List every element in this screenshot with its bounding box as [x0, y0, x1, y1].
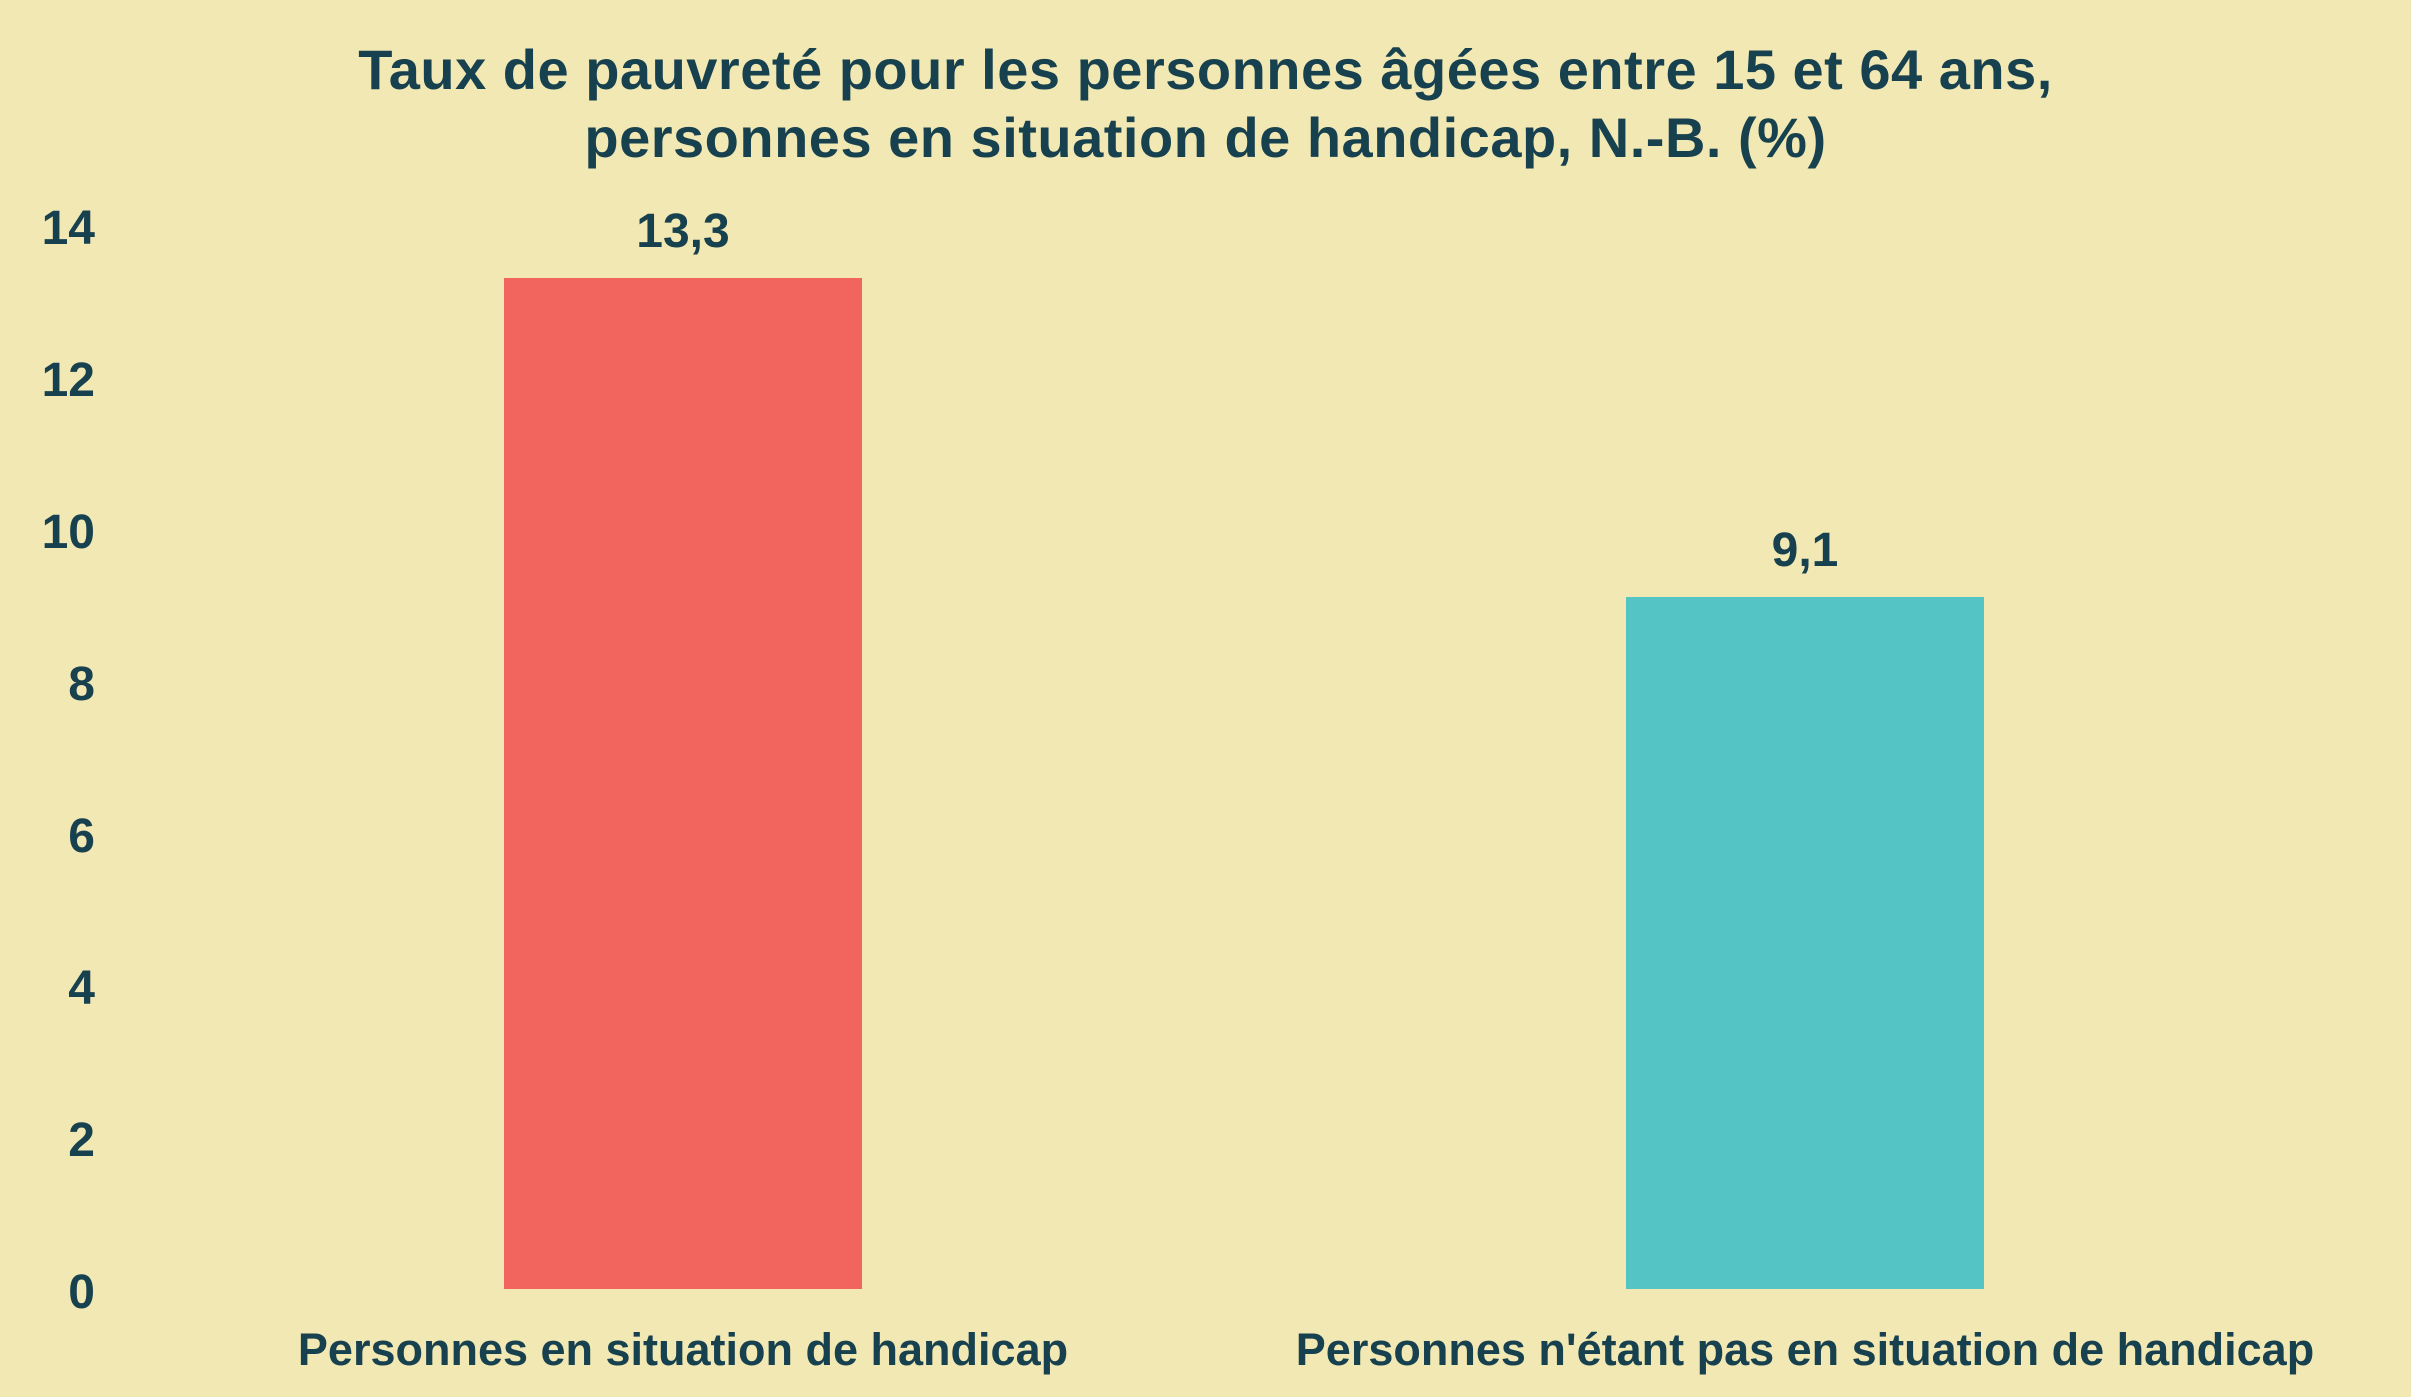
y-axis-tick-label: 14 [41, 202, 95, 255]
bar-group-disabled: 13,3 Personnes en situation de handicap [183, 205, 1183, 1375]
bar-value-label: 13,3 [636, 205, 730, 258]
x-axis-category-label: Personnes en situation de handicap [297, 1324, 1069, 1375]
y-axis-tick-label: 4 [68, 962, 95, 1015]
y-axis-tick-label: 8 [68, 658, 95, 711]
y-axis-tick-label: 6 [68, 810, 95, 863]
bar-not-disabled[interactable] [1626, 597, 1984, 1289]
chart-title-line-1: Taux de pauvreté pour les personnes âgée… [358, 38, 2053, 101]
y-axis-tick-label: 2 [68, 1114, 95, 1167]
y-axis-tick-label: 12 [41, 354, 95, 407]
y-axis-tick-label: 10 [41, 506, 95, 559]
x-axis-category-label: Personnes n'étant pas en situation de ha… [1295, 1324, 2315, 1375]
bar-value-label: 9,1 [1771, 524, 1839, 577]
y-axis-tick-label: 0 [68, 1266, 95, 1319]
chart-title-line-2: personnes en situation de handicap, N.-B… [584, 106, 1827, 169]
chart-title: Taux de pauvreté pour les personnes âgée… [0, 36, 2411, 172]
bar-disabled[interactable] [504, 278, 862, 1289]
y-axis: 14 12 10 8 6 4 2 0 [0, 0, 95, 1397]
bar-group-not-disabled: 9,1 Personnes n'étant pas en situation d… [1296, 524, 2314, 1375]
